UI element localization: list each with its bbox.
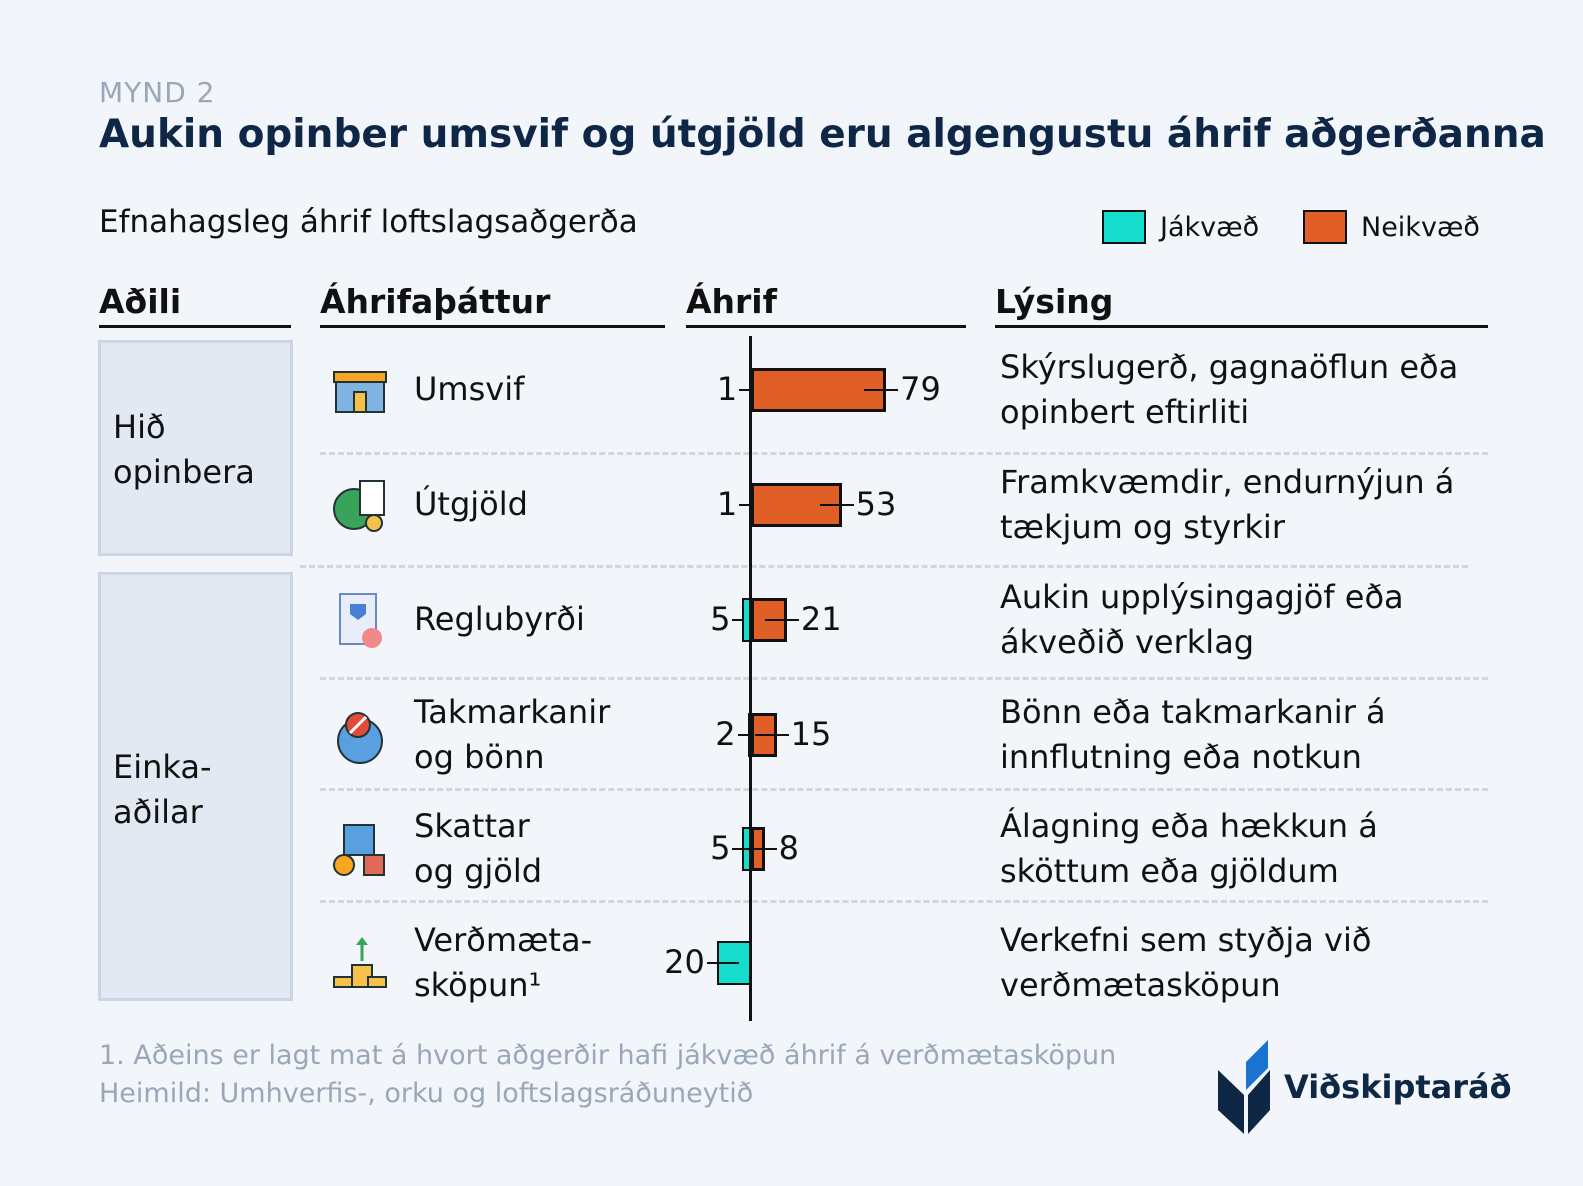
description: Álagning eða hækkun á sköttum eða gjöldum xyxy=(1000,804,1500,894)
figure-title: Aukin opinber umsvif og útgjöld eru alge… xyxy=(99,112,1546,157)
label-tick xyxy=(732,619,745,621)
legend-label: Neikvæð xyxy=(1361,211,1480,243)
value-label-positive: 1 xyxy=(716,370,738,408)
factor-line: Útgjöld xyxy=(414,485,528,523)
label-tick xyxy=(706,962,739,964)
certificate-icon xyxy=(330,590,390,654)
zero-axis xyxy=(749,336,752,1021)
group-public: Hið opinbera xyxy=(98,340,293,556)
column-header-description: Lýsing xyxy=(995,282,1488,328)
description: Framkvæmdir, endurnýjun á tækjum og styrk… xyxy=(1000,460,1500,550)
description-line: Verkefni sem styðja við xyxy=(1000,921,1372,959)
label-tick xyxy=(819,504,854,506)
bar-negative xyxy=(751,368,887,412)
factor-line: Takmarkanir xyxy=(414,693,611,731)
source: Heimild: Umhverfis-, orku og loftslagsrá… xyxy=(99,1078,754,1109)
factor-line: Skattar xyxy=(414,807,530,845)
coins-growth-icon xyxy=(330,933,390,997)
group-label: Einka- xyxy=(113,748,212,786)
factor-line: Reglubyrði xyxy=(414,600,585,638)
description-line: sköttum eða gjöldum xyxy=(1000,852,1339,890)
label-tick xyxy=(737,734,750,736)
label-tick xyxy=(864,389,899,391)
group-label: opinbera xyxy=(113,453,255,491)
factor-label: Skattar og gjöld xyxy=(414,804,542,894)
group-label: Hið xyxy=(113,408,166,446)
legend-swatch-positive xyxy=(1102,210,1146,244)
value-label-negative: 53 xyxy=(855,485,897,523)
value-label-positive: 5 xyxy=(710,829,731,867)
globe-invoice-icon xyxy=(330,475,390,539)
value-label-negative: 21 xyxy=(800,600,842,638)
label-tick xyxy=(739,504,752,506)
value-label-positive: 2 xyxy=(715,715,736,753)
column-header-actor: Aðili xyxy=(99,282,291,328)
factor-line: Verðmæta- xyxy=(414,921,593,959)
chart-subtitle: Efnahagsleg áhrif loftslagsaðgerða xyxy=(99,204,638,240)
description-line: Álagning eða hækkun á xyxy=(1000,807,1378,845)
row-divider xyxy=(320,452,1488,455)
column-header-factor: Áhrifaþáttur xyxy=(320,282,665,328)
description: Verkefni sem styðja við verðmætasköpun xyxy=(1000,918,1500,1008)
group-private: Einka- aðilar xyxy=(98,572,293,1001)
storefront-icon xyxy=(330,360,390,424)
description: Bönn eða takmarkanir á innflutning eða no… xyxy=(1000,690,1500,780)
description: Skýrslugerð, gagnaöflun eða opinbert efti… xyxy=(1000,345,1500,435)
description-line: Aukin upplýsingagjöf eða xyxy=(1000,578,1404,616)
value-label-positive: 1 xyxy=(716,485,738,523)
factor-line: og bönn xyxy=(414,738,545,776)
description-line: innflutning eða notkun xyxy=(1000,738,1362,776)
label-tick xyxy=(764,619,799,621)
value-label-negative: 15 xyxy=(790,715,832,753)
row-divider xyxy=(320,677,1488,680)
factor-line: og gjöld xyxy=(414,852,543,890)
label-tick xyxy=(742,848,777,850)
value-label-positive: 20 xyxy=(664,943,705,981)
legend-negative: Neikvæð xyxy=(1303,210,1480,244)
description-line: ákveðið verklag xyxy=(1000,623,1255,661)
figure-label: MYND 2 xyxy=(99,76,216,109)
description-line: Skýrslugerð, gagnaöflun eða xyxy=(1000,348,1459,386)
column-header-impact: Áhrif xyxy=(686,282,966,328)
factor-label: Útgjöld xyxy=(414,482,528,527)
group-label: aðilar xyxy=(113,793,203,831)
logo-leaf-icon xyxy=(1218,1040,1270,1134)
factor-label: Umsvif xyxy=(414,367,524,412)
value-label-negative: 79 xyxy=(900,370,941,408)
description: Aukin upplýsingagjöf eða ákveðið verklag xyxy=(1000,575,1500,665)
globe-ban-icon xyxy=(330,705,390,769)
description-line: opinbert eftirliti xyxy=(1000,393,1250,431)
description-line: verðmætasköpun xyxy=(1000,966,1281,1004)
legend-label: Jákvæð xyxy=(1160,211,1260,243)
value-label-positive: 5 xyxy=(710,600,731,638)
row-divider xyxy=(320,900,1488,903)
row-divider xyxy=(300,565,1468,568)
description-line: Bönn eða takmarkanir á xyxy=(1000,693,1386,731)
logo: Viðskiptaráð xyxy=(1218,1040,1512,1134)
factor-line: sköpun¹ xyxy=(414,966,542,1004)
value-label-negative: 8 xyxy=(778,829,800,867)
factor-label: Reglubyrði xyxy=(414,597,585,642)
factor-line: Umsvif xyxy=(414,370,525,408)
description-line: tækjum og styrkir xyxy=(1000,508,1285,546)
factor-label: Verðmæta-sköpun¹ xyxy=(414,918,592,1008)
tax-icon xyxy=(330,819,390,883)
label-tick xyxy=(739,389,752,391)
factor-label: Takmarkanir og bönn xyxy=(414,690,610,780)
label-tick xyxy=(754,734,789,736)
legend-swatch-negative xyxy=(1303,210,1347,244)
legend-positive: Jákvæð xyxy=(1102,210,1259,244)
row-divider xyxy=(320,788,1488,791)
description-line: Framkvæmdir, endurnýjun á xyxy=(1000,463,1455,501)
footnote: 1. Aðeins er lagt mat á hvort aðgerðir h… xyxy=(99,1040,1117,1071)
label-tick xyxy=(732,848,745,850)
logo-text: Viðskiptaráð xyxy=(1284,1068,1512,1106)
